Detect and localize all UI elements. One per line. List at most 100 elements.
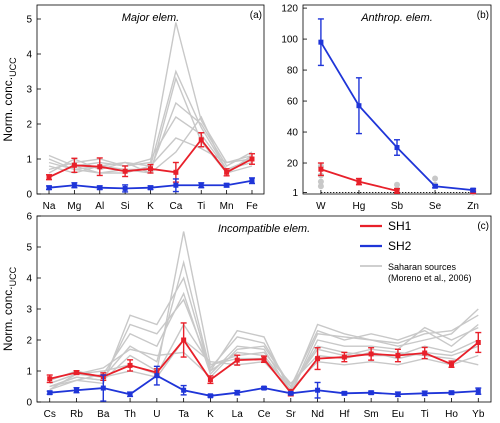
legend-label-1: SH1 [388, 219, 412, 233]
y-axis-label-sub: UCC [8, 57, 18, 77]
data-point-sh1 [261, 356, 267, 362]
panel-title: Major elem. [122, 12, 179, 24]
legend: SH1 SH2 Saharan sources(Moreno et al., 200… [360, 219, 472, 283]
data-point-sh2 [394, 145, 400, 151]
data-point-sh1 [173, 169, 179, 175]
x-tick-label-al: Al [95, 201, 104, 212]
y-axis-label-main: Norm. conc. [1, 286, 15, 351]
plot-frame [302, 4, 492, 195]
x-tick-label-ti: Ti [421, 409, 429, 420]
saharan-source-line [49, 323, 479, 385]
data-point-sh2 [470, 187, 476, 193]
panel-a: 0 1 2 3 4 5 Na Mg Al Si K Ca Ti Mn Fe Major elem. (a) Nor… [1, 4, 265, 212]
data-point-sh2 [148, 185, 153, 191]
x-tick-label-ta: Ta [178, 409, 189, 420]
saharan-source-point [432, 175, 439, 182]
x-tick-label-fe: Fe [246, 201, 258, 212]
data-point-sh1 [249, 156, 255, 162]
data-point-sh2 [71, 182, 77, 188]
data-point-sh2 [224, 182, 230, 188]
data-point-sh2 [448, 390, 454, 396]
y-tick-label: 4 [26, 274, 32, 285]
data-point-sh1 [122, 168, 128, 174]
data-point-sh2 [181, 387, 187, 393]
x-tick-label-th: Th [124, 409, 136, 420]
data-point-sh2 [74, 387, 80, 393]
x-tick-label-ca: Ca [169, 201, 182, 212]
y-tick-label: 120 [281, 4, 298, 15]
y-axis-label: Norm. conc.UCC [1, 57, 18, 142]
data-point-sh1 [356, 179, 362, 185]
data-point-sh1 [71, 162, 77, 168]
x-tick-label-k: K [207, 409, 214, 420]
x-tick-label-hg: Hg [353, 201, 366, 212]
x-tick-label-sb: Sb [391, 201, 404, 212]
x-tick-label-ba: Ba [97, 409, 110, 420]
data-point-sh2 [288, 390, 294, 396]
panel-title: Incompatible elem. [218, 223, 310, 235]
data-point-sh2 [97, 185, 103, 191]
data-point-sh1 [422, 350, 428, 356]
panel-title: Anthrop. elem. [360, 12, 433, 24]
x-tick-label-zn: Zn [467, 201, 479, 212]
x-tick-label-sm: Sm [364, 409, 379, 420]
data-point-sh1 [315, 356, 321, 362]
data-point-sh1 [97, 164, 103, 170]
x-tick-label-nd: Nd [311, 409, 324, 420]
saharan-source-line [49, 231, 479, 388]
legend-label-3-line2: (Moreno et al., 2006) [388, 273, 472, 283]
y-tick-label: 4 [26, 50, 32, 61]
data-point-sh1 [318, 166, 324, 172]
y-tick-label: 0 [26, 190, 32, 201]
saharan-source-line [49, 345, 479, 391]
saharan-source-point [394, 181, 400, 188]
legend-label-3: Saharan sources [388, 262, 457, 272]
y-tick-label: 3 [26, 305, 32, 316]
x-tick-label-rb: Rb [70, 409, 83, 420]
x-tick-label-mn: Mn [220, 201, 234, 212]
data-point-sh2 [261, 385, 267, 391]
y-tick-label: 2 [26, 336, 32, 347]
y-axis-label-main: Norm. conc. [1, 77, 15, 142]
data-point-sh1 [341, 354, 347, 360]
legend-label-2: SH2 [388, 239, 412, 253]
series-line-sh2 [320, 41, 474, 192]
data-point-sh2 [422, 390, 428, 396]
data-point-sh2 [47, 390, 53, 396]
data-point-sh2 [173, 182, 179, 188]
x-tick-label-yb: Yb [472, 409, 485, 420]
data-point-sh1 [207, 377, 213, 383]
x-tick-label-sr: Sr [286, 409, 297, 420]
y-tick-label: 80 [287, 66, 299, 77]
data-point-sh1 [475, 339, 481, 345]
data-point-sh2 [318, 39, 324, 45]
data-point-sh1 [127, 362, 133, 368]
data-point-sh1 [234, 357, 240, 363]
data-point-sh2 [198, 182, 204, 188]
series-line-sh1 [49, 338, 479, 395]
data-point-sh1 [47, 376, 53, 382]
x-tick-label-eu: Eu [392, 409, 404, 420]
data-point-sh2 [207, 393, 213, 399]
x-tick-label-si: Si [121, 201, 130, 212]
x-tick-label-mg: Mg [67, 201, 81, 212]
y-axis-label-sub: UCC [8, 266, 18, 286]
data-point-sh2 [315, 387, 321, 393]
y-tick-label: 0 [26, 398, 32, 409]
y-tick-label: 1 [26, 367, 32, 378]
data-point-sh2 [100, 385, 106, 391]
data-point-sh2 [46, 185, 52, 191]
y-tick-label: 40 [287, 128, 299, 139]
data-point-sh2 [475, 388, 481, 394]
saharan-source-line [49, 291, 479, 395]
data-point-sh2 [368, 390, 374, 396]
y-tick-label: 3 [26, 85, 32, 96]
saharan-source-line [49, 276, 479, 395]
y-tick-label: 1 [292, 188, 298, 199]
data-point-sh1 [394, 188, 400, 194]
panel-c: 0 1 2 3 4 5 6 Cs Rb Ba Th U Ta K La Ce Sr Nd Hf Sm Eu Ti Ho Yb I… [1, 212, 492, 420]
data-point-sh2 [432, 183, 438, 189]
data-point-sh2 [154, 373, 160, 379]
x-tick-label-k: K [147, 201, 154, 212]
